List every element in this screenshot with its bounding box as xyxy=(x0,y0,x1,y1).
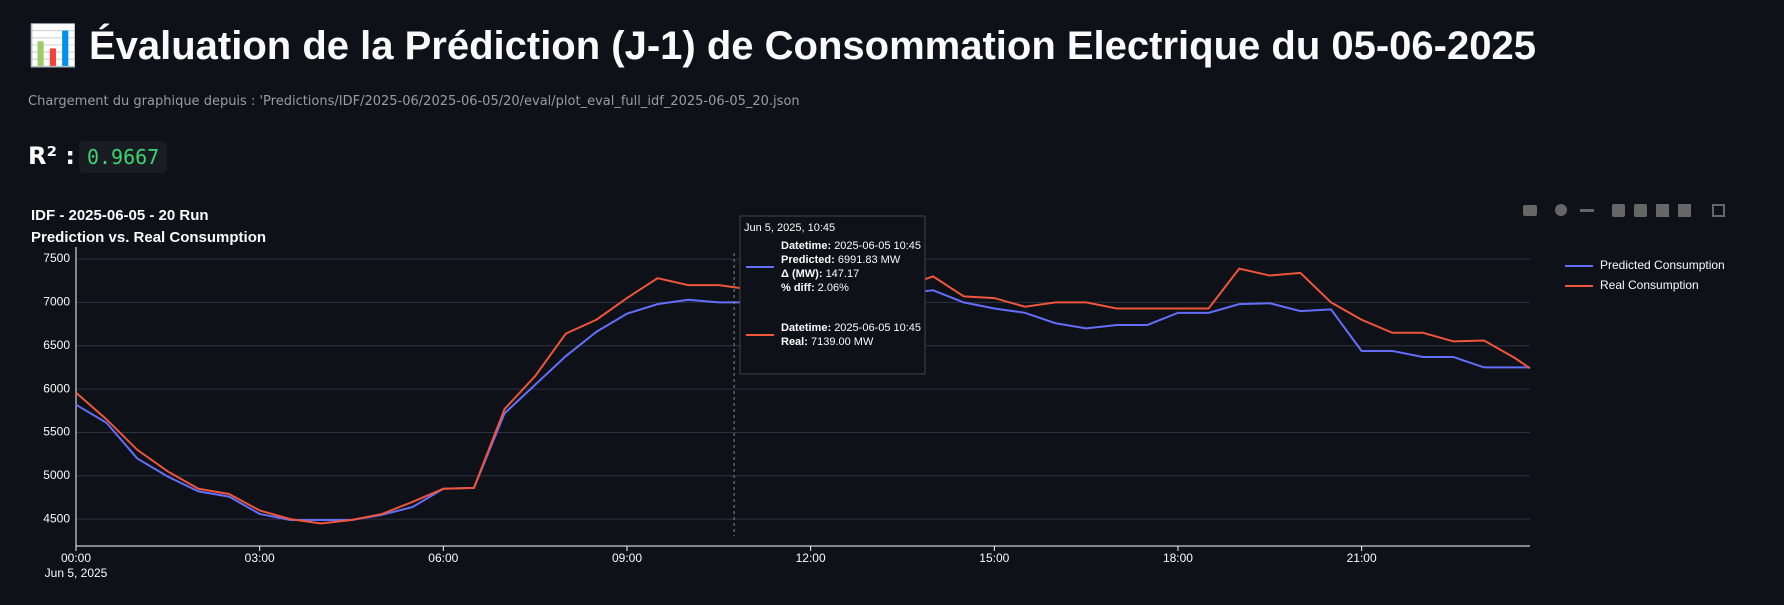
tooltip: Jun 5, 2025, 10:45 Datetime: 2025-06-05 1… xyxy=(739,215,926,375)
modebar xyxy=(1523,204,1725,217)
tooltip-key: Datetime: xyxy=(781,322,831,334)
tooltip-row: Datetime: 2025-06-05 10:45 xyxy=(781,322,921,334)
pan-icon[interactable] xyxy=(1580,209,1594,212)
tooltip-row: % diff: 2.06% xyxy=(781,282,849,294)
tooltip-key: Datetime: xyxy=(781,240,831,252)
chart-subtitle: Prediction vs. Real Consumption xyxy=(31,229,266,246)
zoom-out-icon[interactable] xyxy=(1634,204,1647,217)
tooltip-value: 7139.00 MW xyxy=(811,336,874,348)
title-icon: 📊 xyxy=(28,24,78,68)
tooltip-value: 6991.83 MW xyxy=(838,254,901,266)
x-tick-label: 00:00 xyxy=(61,551,91,565)
y-tick-label: 6000 xyxy=(43,381,70,395)
tooltip-row: Δ (MW): 147.17 xyxy=(781,268,859,280)
metric: R² :0.9667 xyxy=(28,141,168,173)
y-tick-label: 5000 xyxy=(43,468,70,482)
tooltip-row: Datetime: 2025-06-05 10:45 xyxy=(781,240,921,252)
x-tick-label: 18:00 xyxy=(1163,551,1193,565)
metric-value: 0.9667 xyxy=(78,141,168,173)
tooltip-value: 2025-06-05 10:45 xyxy=(834,240,921,252)
source-caption: Chargement du graphique depuis : 'Predic… xyxy=(28,94,800,109)
tooltip-row: Predicted: 6991.83 MW xyxy=(781,254,901,266)
legend-label: Real Consumption xyxy=(1600,278,1699,292)
reset-icon[interactable] xyxy=(1678,204,1691,217)
x-tick-label: 15:00 xyxy=(979,551,1009,565)
x-tick-label: 03:00 xyxy=(245,551,275,565)
autoscale-icon[interactable] xyxy=(1656,204,1669,217)
x-date-label: Jun 5, 2025 xyxy=(45,566,108,580)
y-tick-label: 7000 xyxy=(43,295,70,309)
metric-label: R² : xyxy=(28,142,75,170)
y-tick-label: 6500 xyxy=(43,338,70,352)
tooltip-box xyxy=(739,215,926,375)
zoom-in-icon[interactable] xyxy=(1612,204,1625,217)
tooltip-value: 147.17 xyxy=(826,268,860,280)
zoom-icon[interactable] xyxy=(1555,204,1567,216)
title-text: Évaluation de la Prédiction (J-1) de Con… xyxy=(88,24,1536,68)
tooltip-row: Real: 7139.00 MW xyxy=(781,336,874,348)
y-tick-label: 5500 xyxy=(43,425,70,439)
legend-label: Predicted Consumption xyxy=(1600,258,1725,272)
y-tick-label: 4500 xyxy=(43,511,70,525)
fullscreen-icon[interactable] xyxy=(1712,204,1725,217)
chart-title: IDF - 2025-06-05 - 20 Run xyxy=(31,207,209,224)
tooltip-title: Jun 5, 2025, 10:45 xyxy=(744,222,835,234)
tooltip-key: % diff: xyxy=(781,282,815,294)
x-tick-label: 09:00 xyxy=(612,551,642,565)
page-title: 📊 Évaluation de la Prédiction (J-1) de C… xyxy=(28,22,1536,69)
x-tick-label: 06:00 xyxy=(428,551,458,565)
x-tick-label: 12:00 xyxy=(796,551,826,565)
tooltip-key: Real: xyxy=(781,336,808,348)
camera-icon[interactable] xyxy=(1523,205,1537,216)
y-tick-label: 7500 xyxy=(43,251,70,265)
tooltip-value: 2025-06-05 10:45 xyxy=(834,322,921,334)
x-tick-label: 21:00 xyxy=(1347,551,1377,565)
tooltip-value: 2.06% xyxy=(818,282,849,294)
tooltip-key: Predicted: xyxy=(781,254,835,266)
tooltip-key: Δ (MW): xyxy=(781,268,823,280)
